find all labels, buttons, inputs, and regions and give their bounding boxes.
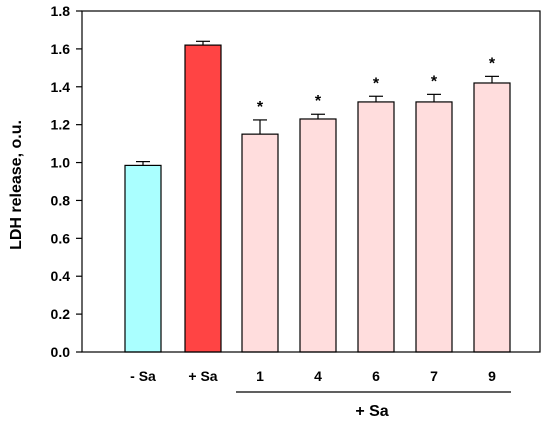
x-tick-label: 1 <box>256 368 264 384</box>
y-tick-label: 1.2 <box>51 117 71 133</box>
significance-marker: * <box>315 93 322 110</box>
x-tick-label: 9 <box>488 368 496 384</box>
y-tick-label: 0.8 <box>51 192 71 208</box>
y-tick-label: 1.0 <box>51 155 71 171</box>
x-tick-label: - Sa <box>130 368 156 384</box>
significance-marker: * <box>257 99 264 116</box>
significance-marker: * <box>373 75 380 92</box>
bar-2 <box>184 44 222 353</box>
x-tick-label: 7 <box>430 368 438 384</box>
bar-6 <box>415 101 453 353</box>
y-axis-label: LDH release, o.u. <box>8 120 25 250</box>
bar-3 <box>241 133 279 353</box>
y-tick-label: 0.0 <box>51 344 71 360</box>
group-label: + Sa <box>355 403 388 420</box>
y-tick-label: 1.6 <box>51 41 71 57</box>
y-axis-ticks: 0.0 0.2 0.4 0.6 0.8 1.0 1.2 1.4 1.6 1.8 <box>51 3 82 360</box>
y-tick-label: 1.4 <box>51 79 71 95</box>
x-tick-label: 4 <box>314 368 322 384</box>
x-axis-labels: - Sa + Sa 1 4 6 7 9 <box>130 368 496 384</box>
bars: * * * * * <box>124 40 511 353</box>
y-tick-label: 0.6 <box>51 230 71 246</box>
x-tick-label: 6 <box>372 368 380 384</box>
plot-frame <box>81 10 541 353</box>
bar-1 <box>124 164 162 353</box>
bar-5 <box>357 101 395 353</box>
bar-7 <box>473 82 511 353</box>
y-tick-label: 0.2 <box>51 306 71 322</box>
significance-marker: * <box>489 55 496 72</box>
y-tick-label: 1.8 <box>51 3 71 19</box>
bar-4 <box>299 118 337 353</box>
significance-marker: * <box>431 73 438 90</box>
plot-border <box>81 10 541 353</box>
y-tick-label: 0.4 <box>51 268 71 284</box>
x-tick-label: + Sa <box>188 368 217 384</box>
